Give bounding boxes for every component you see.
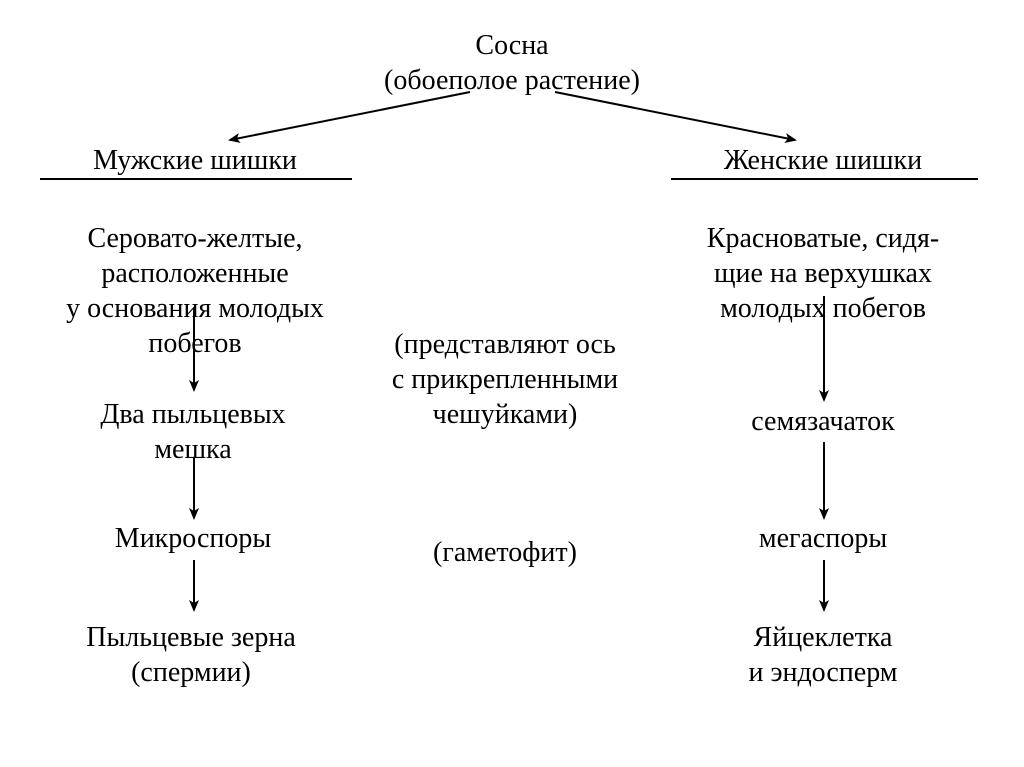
edge-root-to-male [230,92,470,140]
male-heading: Мужские шишки [35,143,355,178]
center-note-axis: (представляют ось с прикрепленными чешуй… [315,327,695,432]
female-node-ovule: семязачаток [693,404,953,439]
female-node-megaspores: мегаспоры [693,521,953,556]
female-node-eggcell: Яйцеклетка и эндосперм [673,620,973,690]
female-description: Красноватые, сидя- щие на верхушках моло… [643,221,1003,326]
male-node-microspores: Микроспоры [63,521,323,556]
male-node-pollengrains: Пыльцевые зерна (спермии) [31,620,351,690]
male-node-pollensacs: Два пыльцевых мешка [43,397,343,467]
edge-root-to-female [555,92,795,140]
center-note-gametophyte: (гаметофит) [375,535,635,570]
female-heading: Женские шишки [663,143,983,178]
diagram-stage: Сосна (обоеполое растение) Мужские шишки… [0,0,1024,767]
root-node: Сосна (обоеполое растение) [302,28,722,98]
